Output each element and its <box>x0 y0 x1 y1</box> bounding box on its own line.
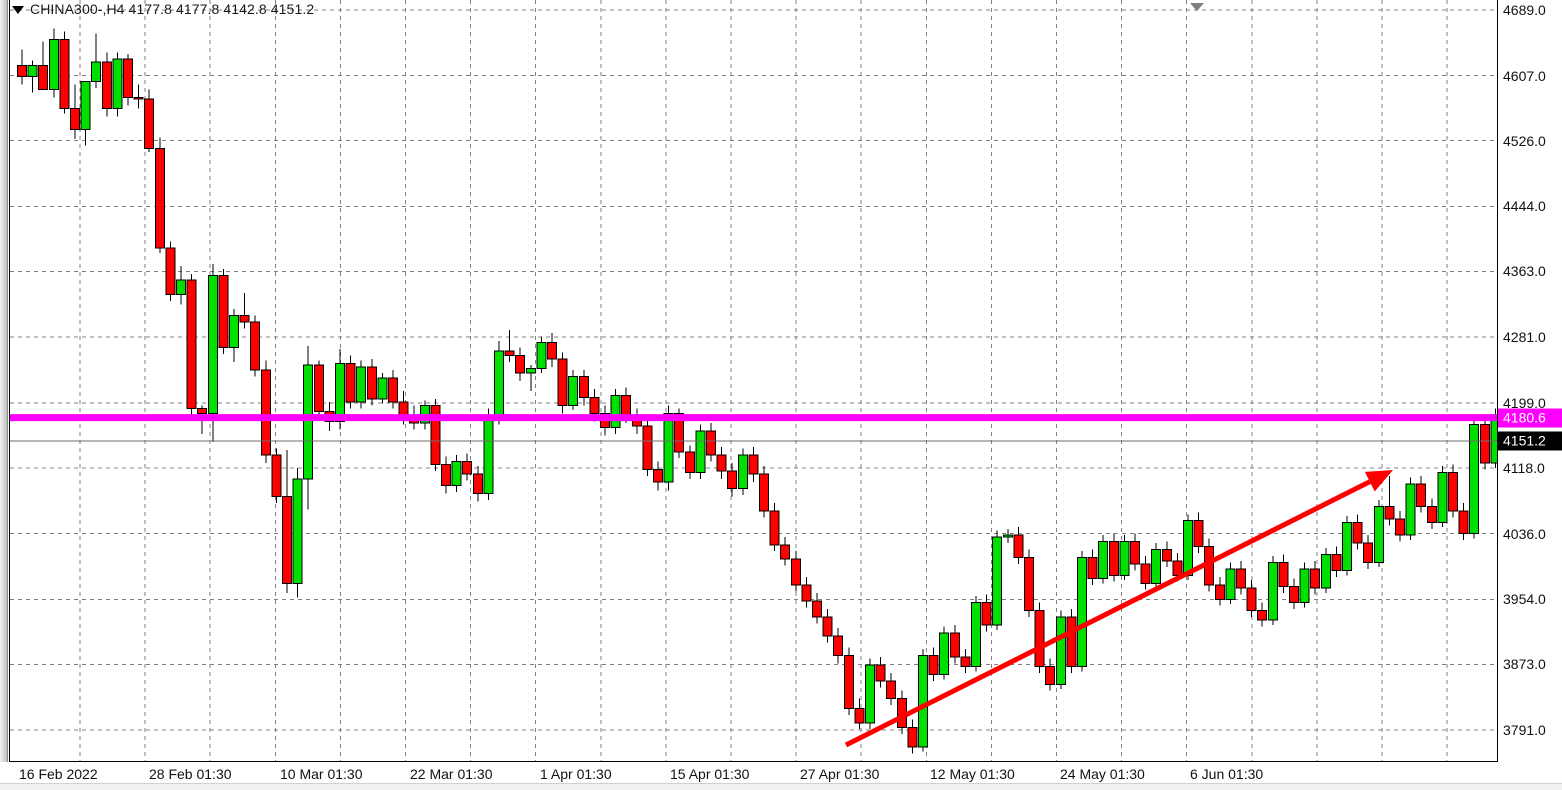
price-tick-label: 4689.0 <box>1503 2 1546 18</box>
time-tick-label: 22 Mar 01:30 <box>410 766 493 782</box>
price-tick-label: 4607.0 <box>1503 67 1546 84</box>
time-tick-label: 6 Jun 01:30 <box>1190 766 1264 782</box>
level-price-badge[interactable]: 4180.6 <box>1498 408 1562 428</box>
time-tick-label: 16 Feb 2022 <box>19 766 98 782</box>
chart-symbol-ohlc-label: CHINA300-,H4 4177.8 4177.8 4142.8 4151.2 <box>30 1 315 17</box>
time-tick-label: 27 Apr 01:30 <box>800 766 880 782</box>
time-tick-label: 28 Feb 01:30 <box>149 766 232 782</box>
triangle-down-marker-icon <box>1190 3 1204 11</box>
price-tick-label: 4281.0 <box>1503 329 1546 346</box>
chart-overlays <box>10 414 1497 748</box>
time-tick-label: 1 Apr 01:30 <box>540 766 612 782</box>
price-tick-label: 3873.0 <box>1503 656 1546 673</box>
price-tick-label: 3954.0 <box>1503 591 1546 608</box>
triangle-down-icon[interactable] <box>12 6 24 14</box>
price-tick-label: 4363.0 <box>1503 263 1546 280</box>
time-tick-label: 10 Mar 01:30 <box>280 766 363 782</box>
vertical-scrollbar[interactable] <box>0 0 8 762</box>
chart-header: CHINA300-,H4 4177.8 4177.8 4142.8 4151.2 <box>12 1 314 17</box>
price-tick-label: 4118.0 <box>1503 459 1545 476</box>
price-tick-label: 4526.0 <box>1503 132 1546 149</box>
price-axis[interactable]: 4689.0 4607.0 4526.0 4444.0 4363.0 4281.0 4199… <box>1497 0 1562 762</box>
price-tick-label: 3791.0 <box>1503 722 1546 738</box>
price-tick-label: 4199.0 <box>1503 394 1546 411</box>
time-tick-label: 12 May 01:30 <box>930 766 1015 782</box>
bottom-status-strip <box>0 783 1562 790</box>
price-tick-label: 4036.0 <box>1503 525 1546 542</box>
price-tick-label: 4444.0 <box>1503 198 1546 215</box>
time-tick-label: 24 May 01:30 <box>1060 766 1145 782</box>
chart-plot-area[interactable] <box>9 0 1497 762</box>
time-tick-label: 15 Apr 01:30 <box>670 766 750 782</box>
last-price-badge[interactable]: 4151.2 <box>1498 431 1562 451</box>
